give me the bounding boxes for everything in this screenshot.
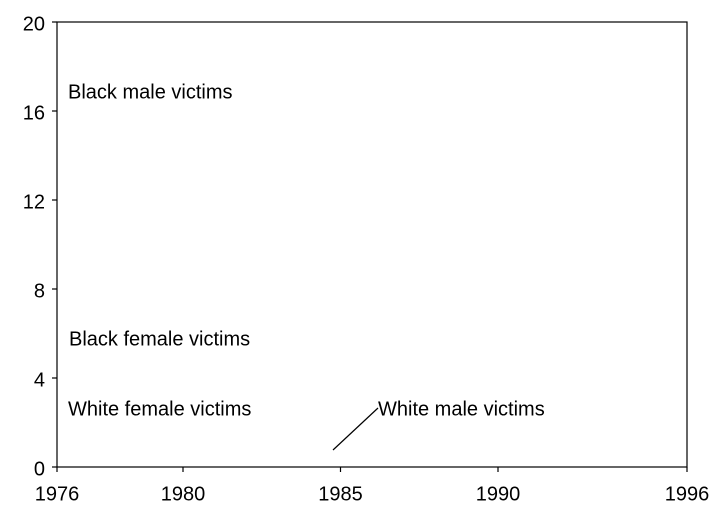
annotation: Black female victims [69, 328, 250, 350]
y-tick-label: 0 [34, 458, 45, 480]
x-tick-label: 1996 [665, 483, 710, 505]
x-tick-label: 1976 [35, 483, 80, 505]
y-tick-label: 4 [34, 369, 45, 391]
x-tick-label: 1990 [476, 483, 521, 505]
x-tick-label: 1985 [318, 483, 363, 505]
y-tick-label: 20 [23, 13, 45, 35]
y-tick-label: 8 [34, 280, 45, 302]
leader-line [332, 407, 379, 451]
x-tick-label: 1980 [161, 483, 206, 505]
plot-frame [56, 21, 688, 468]
y-tick-label: 12 [23, 191, 45, 213]
y-tick-label: 16 [23, 102, 45, 124]
annotation: White female victims [68, 398, 251, 420]
annotation: White male victims [378, 398, 545, 420]
annotation: Black male victims [68, 81, 232, 103]
